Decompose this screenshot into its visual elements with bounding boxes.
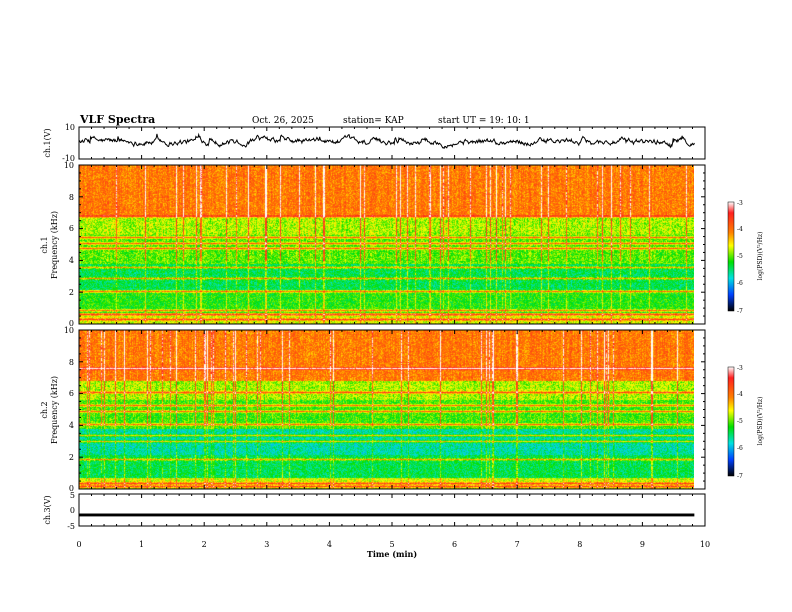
xtick-10: 10 <box>700 540 710 549</box>
spec1-ytick-0: 0 <box>69 319 74 328</box>
xtick-2: 2 <box>202 540 207 549</box>
cb2-label: log(PSD)(V²/Hz) <box>757 397 764 446</box>
spec2-ytick-10: 10 <box>64 326 74 335</box>
ch1-colorbar: -3 -4 -5 -6 -7 log(PSD)(V²/Hz) <box>727 200 764 315</box>
ch1-spectrogram-image <box>79 165 694 324</box>
cb2-tick-neg4: -4 <box>737 391 743 398</box>
spec1-ytick-8: 8 <box>69 193 74 202</box>
start-ut-label: start UT = 19: 10: 1 <box>438 116 530 126</box>
ch1-waveform-trace <box>78 132 695 150</box>
cb2-tick-neg7: -7 <box>737 473 743 480</box>
xtick-4: 4 <box>327 540 332 549</box>
ch2-spectrogram-ylabel-channel: ch.2 <box>40 401 49 418</box>
spec1-ytick-4: 4 <box>69 256 74 265</box>
station-label: station= KAP <box>343 116 404 126</box>
spec2-ytick-2: 2 <box>69 453 74 462</box>
ch2-spectrogram-ylabel-freq: Frequency (kHz) <box>50 376 59 444</box>
cb1-tick-neg5: -5 <box>737 253 743 260</box>
ch2-colorbar: -3 -4 -5 -6 -7 log(PSD)(V²/Hz) <box>727 365 764 480</box>
ch1-spectrogram-ylabel-freq: Frequency (kHz) <box>50 211 59 279</box>
ch3-waveform-ylabel: ch.3(V) <box>43 495 52 524</box>
cb1-tick-neg6: -6 <box>737 280 743 287</box>
ch2-spectrogram-yticks: 0 2 4 6 8 10 <box>64 326 74 493</box>
ch3-waveform-panel <box>79 513 695 517</box>
spec1-ytick-2: 2 <box>69 288 74 297</box>
xtick-1: 1 <box>139 540 144 549</box>
ch1-ytick-10: 10 <box>65 123 75 132</box>
spec2-ytick-8: 8 <box>69 358 74 367</box>
cb2-tick-neg6: -6 <box>737 445 743 452</box>
xtick-6: 6 <box>452 540 457 549</box>
cb1-tick-neg3: -3 <box>737 200 743 207</box>
xtick-0: 0 <box>76 540 81 549</box>
ch2-spectrogram-panel <box>79 330 694 489</box>
ch3-waveform-trace <box>79 513 695 517</box>
ch3-ytick-0: 0 <box>70 506 75 515</box>
xtick-7: 7 <box>515 540 520 549</box>
figure-title: VLF Spectra <box>79 113 155 126</box>
xtick-3: 3 <box>264 540 269 549</box>
axis-ticks <box>78 127 706 526</box>
spec1-ytick-10: 10 <box>64 161 74 170</box>
date-label: Oct. 26, 2025 <box>252 116 314 126</box>
spec1-ytick-6: 6 <box>69 224 74 233</box>
ch1-waveform-ylabel: ch.1(V) <box>43 128 52 157</box>
ch1-ytick-neg10: -10 <box>62 154 75 163</box>
xtick-9: 9 <box>640 540 645 549</box>
ch1-spectrogram-ylabel-channel: ch.1 <box>40 236 49 253</box>
cb2-tick-neg3: -3 <box>737 365 743 372</box>
ch1-spectrogram-panel <box>79 165 694 324</box>
ch1-spectrogram-yticks: 0 2 4 6 8 10 <box>64 161 74 328</box>
ch2-spectrogram-image <box>79 330 694 489</box>
cb1-tick-neg7: -7 <box>737 308 743 315</box>
ch3-ytick-neg5: -5 <box>67 522 75 531</box>
x-axis-label: Time (min) <box>367 549 417 559</box>
ch3-ytick-5: 5 <box>70 491 75 500</box>
xtick-8: 8 <box>577 540 582 549</box>
cb2-tick-neg5: -5 <box>737 418 743 425</box>
cb1-label: log(PSD)(V²/Hz) <box>757 232 764 281</box>
x-axis-ticklabels: 0 1 2 3 4 5 6 7 8 9 10 <box>76 540 710 549</box>
spec2-ytick-6: 6 <box>69 389 74 398</box>
xtick-5: 5 <box>389 540 394 549</box>
ch2-colorbar-scale <box>727 366 735 477</box>
spec2-ytick-0: 0 <box>69 484 74 493</box>
ch1-waveform-panel <box>78 132 695 150</box>
ch1-colorbar-scale <box>727 201 735 312</box>
cb1-tick-neg4: -4 <box>737 226 743 233</box>
ch3-waveform-frame <box>78 493 706 527</box>
spec2-ytick-4: 4 <box>69 421 74 430</box>
